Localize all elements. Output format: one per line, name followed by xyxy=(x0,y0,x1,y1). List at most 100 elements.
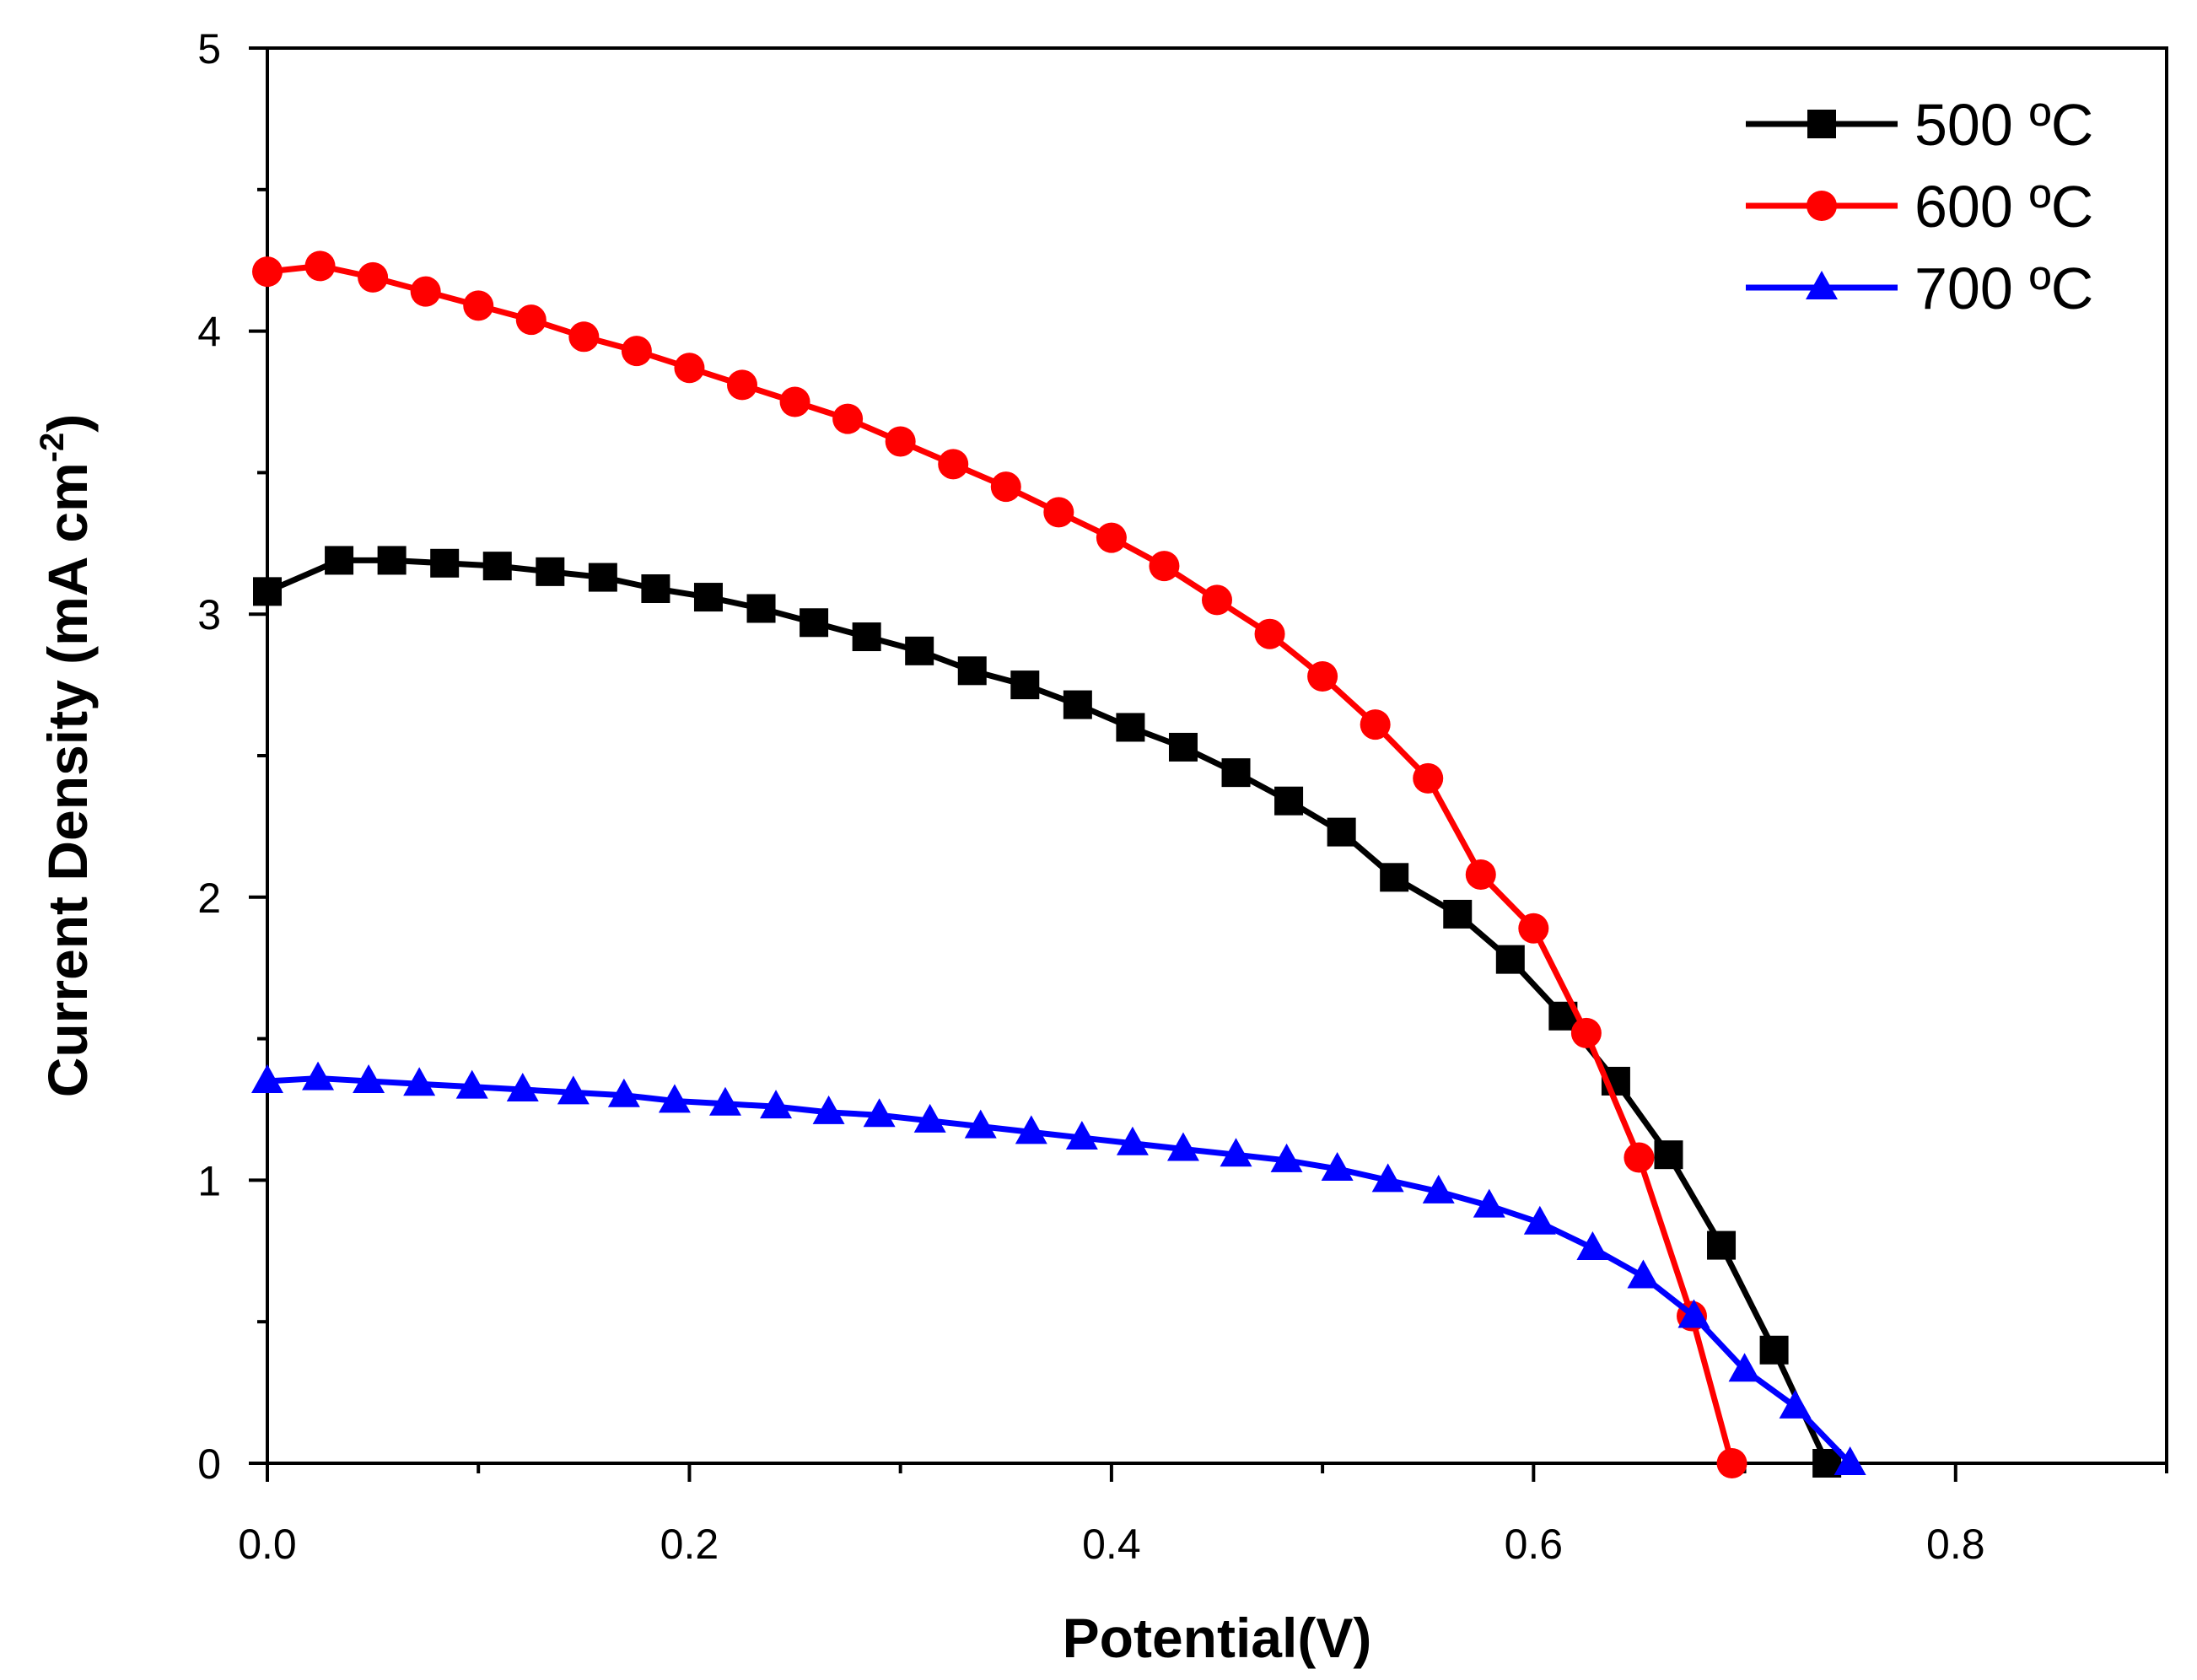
x-axis-title: Potential(V) xyxy=(1063,1607,1372,1669)
data-point xyxy=(325,546,354,575)
data-point xyxy=(1116,713,1145,742)
data-point xyxy=(1627,1259,1660,1289)
data-point xyxy=(607,1078,640,1107)
data-point xyxy=(641,573,670,603)
data-point xyxy=(727,369,757,401)
series-line xyxy=(267,262,1735,1464)
y-tick-label: 4 xyxy=(197,309,221,356)
data-point xyxy=(403,1067,436,1096)
data-point xyxy=(506,1073,539,1102)
data-point xyxy=(1677,1299,1710,1328)
series-line xyxy=(266,557,1830,1465)
series-1 xyxy=(253,546,1842,1478)
y-tick-label: 1 xyxy=(197,1157,221,1204)
data-point xyxy=(1413,762,1444,794)
data-point xyxy=(1043,497,1074,528)
data-point xyxy=(1654,1140,1683,1170)
data-point xyxy=(1307,661,1338,692)
data-point xyxy=(1221,758,1251,788)
data-point xyxy=(990,471,1021,503)
data-point xyxy=(568,321,600,353)
data-point xyxy=(800,608,829,638)
legend-item: 500 ºC xyxy=(1746,92,2093,158)
data-point xyxy=(1274,786,1304,816)
data-point xyxy=(852,622,881,652)
data-point xyxy=(1380,863,1409,892)
series-line xyxy=(267,1075,1853,1466)
series-layer xyxy=(251,250,1866,1478)
data-point xyxy=(1759,1335,1789,1365)
legend-marker xyxy=(1807,110,1836,138)
data-point xyxy=(964,1109,997,1139)
data-point xyxy=(1096,522,1127,553)
data-point xyxy=(455,1069,488,1099)
data-point xyxy=(760,1090,793,1119)
data-point xyxy=(1518,913,1549,944)
data-point xyxy=(1220,1138,1252,1167)
y-axis-title-main: Current Density (mA cm xyxy=(36,462,99,1097)
data-point xyxy=(482,552,512,581)
x-tick-label: 0.4 xyxy=(1082,1521,1141,1568)
data-point xyxy=(377,546,407,575)
data-point xyxy=(708,1086,741,1116)
data-point xyxy=(1728,1353,1761,1382)
data-point xyxy=(1015,1115,1047,1144)
data-point xyxy=(832,403,864,434)
data-point xyxy=(658,1084,691,1113)
data-point xyxy=(905,636,934,665)
data-point xyxy=(304,250,336,282)
y-tick-label: 0 xyxy=(197,1440,221,1488)
data-point xyxy=(463,290,494,321)
data-point xyxy=(693,583,723,612)
legend-marker xyxy=(1807,191,1837,221)
legend-label: 700 ºC xyxy=(1914,256,2093,321)
data-point xyxy=(674,353,705,384)
data-point xyxy=(1576,1230,1609,1260)
data-point xyxy=(253,577,282,606)
data-point xyxy=(1443,899,1473,929)
x-tick-label: 0.6 xyxy=(1505,1521,1564,1568)
data-point xyxy=(515,304,547,336)
legend-marker xyxy=(1806,271,1838,299)
data-point xyxy=(746,594,776,623)
y-axis-title-end: ) xyxy=(36,414,99,433)
data-point xyxy=(1166,1132,1199,1161)
data-point xyxy=(1779,1389,1812,1419)
data-point xyxy=(1321,1151,1354,1181)
data-point xyxy=(1465,859,1496,890)
data-point xyxy=(1063,690,1092,719)
data-point xyxy=(410,276,441,307)
data-point xyxy=(779,386,810,417)
legend-label: 500 ºC xyxy=(1914,92,2093,158)
x-tick-label: 0.2 xyxy=(660,1521,719,1568)
axis-ticks: 0.0 0.2 0.4 0.6 0.8 0 1 2 3 4 5 xyxy=(197,25,2168,1568)
y-tick-label: 2 xyxy=(197,875,221,922)
data-point xyxy=(1065,1121,1098,1150)
legend-label: 600 ºC xyxy=(1914,174,2093,240)
legend-item: 700 ºC xyxy=(1746,256,2093,321)
data-point xyxy=(1707,1230,1737,1260)
y-tick-label: 3 xyxy=(197,591,221,638)
data-point xyxy=(1010,670,1040,700)
y-axis-title: Current Density (mA cm-2) xyxy=(34,414,99,1098)
legend-item: 600 ºC xyxy=(1746,174,2093,240)
y-tick-label: 5 xyxy=(197,25,221,73)
data-point xyxy=(913,1103,946,1133)
data-point xyxy=(1570,1017,1602,1048)
data-point xyxy=(812,1095,845,1124)
y-axis-title-superscript: -2 xyxy=(34,433,71,463)
data-point xyxy=(1327,817,1356,847)
data-point xyxy=(1716,1448,1747,1478)
data-point xyxy=(938,449,969,480)
plot-frame xyxy=(266,46,2168,1465)
x-tick-label: 0.8 xyxy=(1926,1521,1985,1568)
data-point xyxy=(1495,945,1525,974)
data-point xyxy=(358,261,389,293)
data-point xyxy=(430,548,460,578)
data-point xyxy=(1523,1205,1556,1235)
data-point xyxy=(1473,1188,1505,1218)
data-point xyxy=(1834,1446,1866,1475)
data-point xyxy=(1149,551,1180,582)
data-point xyxy=(252,256,283,288)
